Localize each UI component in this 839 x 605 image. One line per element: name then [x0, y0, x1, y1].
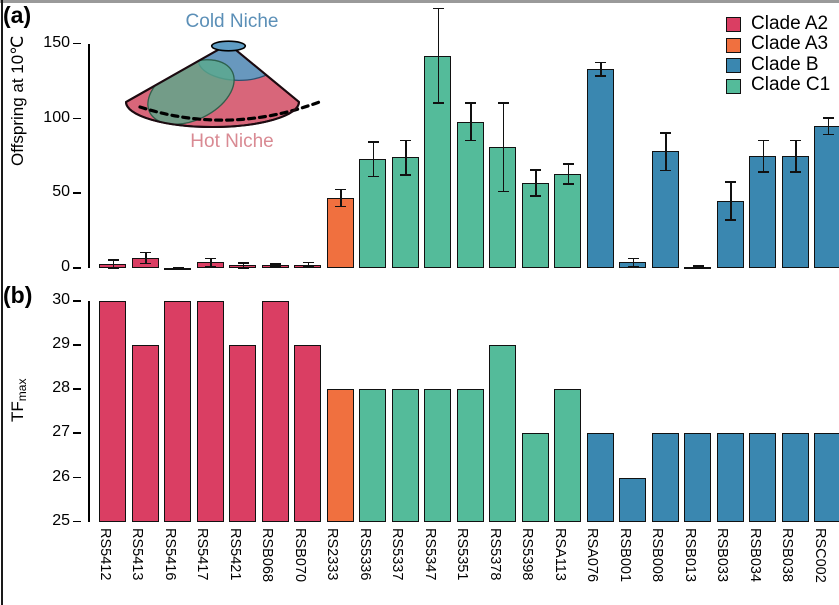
- svg-text:Cold Niche: Cold Niche: [186, 11, 279, 32]
- svg-text:Hot Niche: Hot Niche: [190, 131, 273, 152]
